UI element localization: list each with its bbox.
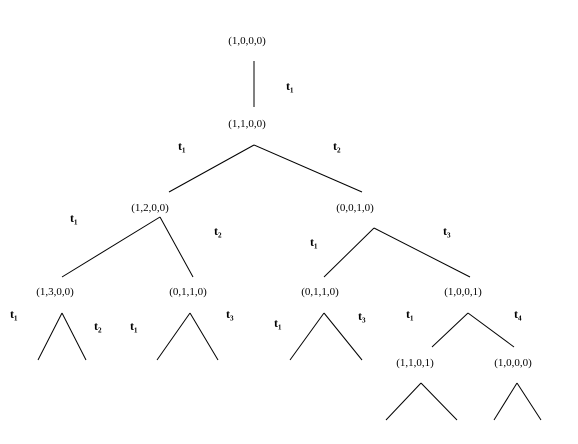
label-0110b-right: t₃ bbox=[358, 309, 366, 323]
label-0110a-left: t₁ bbox=[130, 319, 138, 333]
label-0110b-left: t₁ bbox=[274, 316, 282, 330]
node-1200: (1,2,0,0) bbox=[131, 202, 169, 214]
label-0110a-right: t₃ bbox=[226, 307, 234, 321]
edge-0010-to-1001 bbox=[373, 227, 471, 278]
edge-0110b-right bbox=[323, 312, 363, 361]
edge-1000b-left bbox=[493, 382, 518, 421]
label-1300-left: t₁ bbox=[10, 307, 18, 321]
edge-1000b-right bbox=[516, 382, 542, 421]
edge-1100-to-0010 bbox=[253, 144, 363, 193]
edge-1300-right bbox=[61, 312, 87, 361]
label-1200-to-0110a: t₂ bbox=[214, 224, 222, 238]
node-root: (1,0,0,0) bbox=[228, 35, 266, 47]
label-1100-to-1200: t₁ bbox=[178, 139, 186, 153]
transition-labels: t₁ t₁ t₂ t₁ t₂ t₁ t₃ t₁ t₂ t₁ t₃ t₁ t₃ t… bbox=[10, 79, 522, 333]
edge-0110a-right bbox=[189, 312, 219, 361]
tree-nodes: (1,0,0,0) (1,1,0,0) (1,2,0,0) (0,0,1,0) … bbox=[36, 35, 532, 369]
edge-1101-right bbox=[420, 382, 458, 421]
label-0010-to-1001: t₃ bbox=[443, 224, 451, 238]
label-0010-to-0110b: t₁ bbox=[310, 235, 318, 249]
label-1001-left: t₁ bbox=[406, 307, 414, 321]
node-0010: (0,0,1,0) bbox=[336, 202, 374, 214]
node-1101: (1,1,0,1) bbox=[396, 357, 434, 369]
edge-1101-left bbox=[385, 382, 422, 421]
node-1300: (1,3,0,0) bbox=[36, 286, 74, 298]
edge-1001-to-1000b bbox=[467, 312, 515, 348]
edge-1001-to-1101 bbox=[431, 312, 469, 348]
label-root-to-1100: t₁ bbox=[286, 79, 294, 93]
label-1300-right: t₂ bbox=[94, 319, 102, 333]
node-0110b: (0,1,1,0) bbox=[301, 286, 339, 298]
node-1100: (1,1,0,0) bbox=[228, 118, 266, 130]
edge-1200-to-1300 bbox=[61, 216, 161, 278]
edge-1100-to-1200 bbox=[168, 144, 255, 193]
edge-0110a-left bbox=[156, 312, 191, 361]
edge-0010-to-0110b bbox=[323, 227, 375, 278]
tree-edges bbox=[37, 61, 542, 421]
edge-1200-to-0110a bbox=[159, 216, 194, 278]
label-1200-to-1300: t₁ bbox=[70, 211, 78, 225]
edge-0110b-left bbox=[289, 312, 325, 361]
label-1001-right: t₄ bbox=[514, 307, 522, 321]
node-1000b: (1,0,0,0) bbox=[494, 357, 532, 369]
edge-1300-left bbox=[37, 312, 63, 361]
label-1100-to-0010: t₂ bbox=[333, 139, 341, 153]
node-0110a: (0,1,1,0) bbox=[169, 286, 207, 298]
node-1001: (1,0,0,1) bbox=[444, 286, 482, 298]
